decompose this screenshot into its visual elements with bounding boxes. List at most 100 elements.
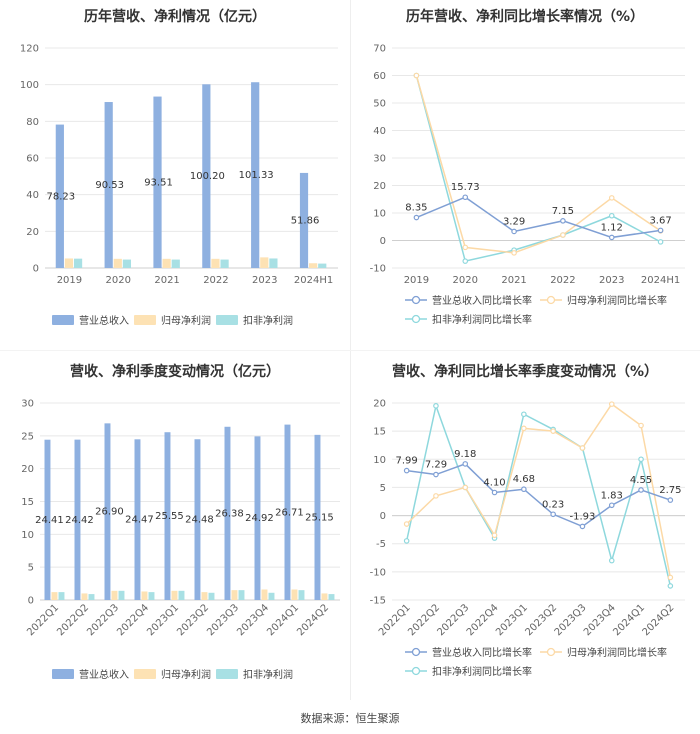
x-tick-label: 2023	[599, 275, 624, 286]
line-revenue-growth	[416, 196, 661, 239]
bar-revenue	[254, 436, 261, 600]
point-value-label: 0.23	[542, 499, 564, 510]
line-point	[433, 403, 439, 409]
y-tick-label: 10	[373, 455, 386, 466]
x-tick-label: 2022Q2	[55, 602, 91, 638]
line-point	[667, 574, 674, 581]
line-point	[462, 194, 469, 201]
bar-net-profit	[201, 592, 208, 600]
annual-revenue-profit-title: 历年营收、净利情况（亿元）	[84, 9, 266, 25]
annual-growth-chart: -10 0 10 20 30 40 50 60 70 2019 2020 2021 2022 2023 20…	[370, 44, 685, 326]
line-point	[638, 422, 644, 429]
annual-revenue-profit-chart: 0 20 40 60 80 100 120 2019 2020 2021 2022 2023 2024H…	[20, 44, 338, 327]
legend-label: 扣非净利润同比增长率	[432, 313, 532, 326]
x-tick-label: 2020	[453, 275, 478, 286]
bar-revenue	[284, 424, 291, 600]
bar-deducted-profit	[148, 592, 155, 600]
line-point	[550, 428, 556, 434]
quarterly-revenue-profit-chart: 0510152025302022Q12022Q22022Q32022Q42023…	[21, 399, 340, 681]
bar-net-profit	[113, 258, 122, 268]
bar-value-label: 90.53	[95, 180, 124, 191]
point-value-label: 1.12	[601, 222, 623, 233]
line-point	[579, 445, 586, 451]
y-tick-label: -15	[370, 596, 386, 607]
line-point	[403, 521, 410, 527]
bar-net-profit	[261, 589, 268, 600]
bar-deducted-profit	[88, 594, 95, 600]
x-tick-label: 2023	[252, 275, 277, 286]
bar-revenue	[74, 439, 81, 600]
bar-revenue	[55, 124, 64, 268]
line-point	[608, 234, 615, 241]
line-point	[608, 195, 615, 201]
point-value-label: 3.67	[649, 215, 671, 226]
y-tick-label: 10	[21, 530, 34, 541]
x-tick-label: 2022	[203, 275, 228, 286]
legend-swatch	[216, 315, 238, 325]
point-value-label: 7.99	[396, 456, 418, 467]
line-point	[638, 456, 644, 463]
y-tick-label: 60	[26, 154, 39, 165]
y-tick-label: -5	[376, 539, 386, 550]
bar-net-profit	[141, 591, 148, 600]
y-tick-label: 15	[21, 497, 34, 508]
y-tick-label: 20	[26, 227, 39, 238]
legend-marker	[546, 647, 556, 657]
bar-net-profit	[260, 257, 269, 268]
legend-label: 营业总收入同比增长率	[432, 294, 532, 307]
bar-revenue	[314, 434, 321, 600]
line-point	[521, 486, 527, 493]
line-point	[657, 239, 664, 245]
bar-value-label: 24.48	[185, 515, 214, 526]
horizontal-divider	[0, 350, 700, 351]
legend-marker	[411, 647, 421, 657]
y-tick-label: 20	[373, 181, 386, 192]
legend-label: 扣非净利润	[243, 668, 293, 681]
line-point	[491, 489, 498, 496]
bar-net-profit	[111, 590, 118, 600]
line-point	[667, 583, 674, 589]
bar-net-profit	[81, 593, 88, 600]
point-value-label: 4.55	[630, 475, 652, 486]
legend-swatch	[52, 669, 74, 679]
quarterly-growth-chart: -15-10-5051015202022Q12022Q22022Q32022Q4…	[370, 399, 685, 678]
bar-net-profit	[321, 593, 328, 600]
line-point	[462, 244, 469, 251]
bar-value-label: 26.38	[215, 508, 244, 519]
y-tick-label: 100	[20, 80, 39, 91]
x-tick-label: 2022Q4	[115, 602, 151, 638]
legend-marker	[411, 314, 421, 324]
bar-value-label: 100.20	[190, 171, 225, 182]
y-tick-label: 0	[380, 236, 386, 247]
bar-net-profit	[231, 590, 238, 600]
legend-label: 营业总收入同比增长率	[432, 646, 532, 659]
legend-swatch	[216, 669, 238, 679]
legend-swatch	[134, 669, 156, 679]
y-tick-label: 40	[373, 126, 386, 137]
line-point	[560, 218, 566, 224]
bar-net-profit	[171, 590, 178, 600]
bar-value-label: 25.55	[155, 511, 184, 522]
legend-label: 归母净利润	[161, 314, 211, 327]
bar-value-label: 24.41	[35, 515, 64, 526]
bar-revenue	[44, 439, 51, 600]
bar-deducted-profit	[238, 590, 245, 600]
line-point	[608, 557, 615, 564]
y-tick-label: 70	[373, 44, 386, 55]
legend-label: 营业总收入	[79, 314, 129, 327]
bar-net-profit	[64, 258, 74, 268]
y-tick-label: 30	[21, 399, 34, 410]
line-point	[433, 493, 439, 499]
point-value-label: 3.29	[503, 216, 525, 227]
legend-label: 归母净利润同比增长率	[567, 294, 667, 307]
x-tick-label: 2024Q2	[295, 602, 331, 638]
bar-net-profit	[162, 258, 171, 268]
bar-revenue	[134, 439, 141, 600]
line-point	[667, 497, 674, 503]
line-net-profit-growth	[406, 403, 672, 578]
legend-marker	[411, 666, 421, 676]
y-tick-label: 60	[373, 71, 386, 82]
line-point	[638, 487, 644, 493]
y-tick-label: 30	[373, 154, 386, 165]
legend-swatch	[52, 315, 74, 325]
